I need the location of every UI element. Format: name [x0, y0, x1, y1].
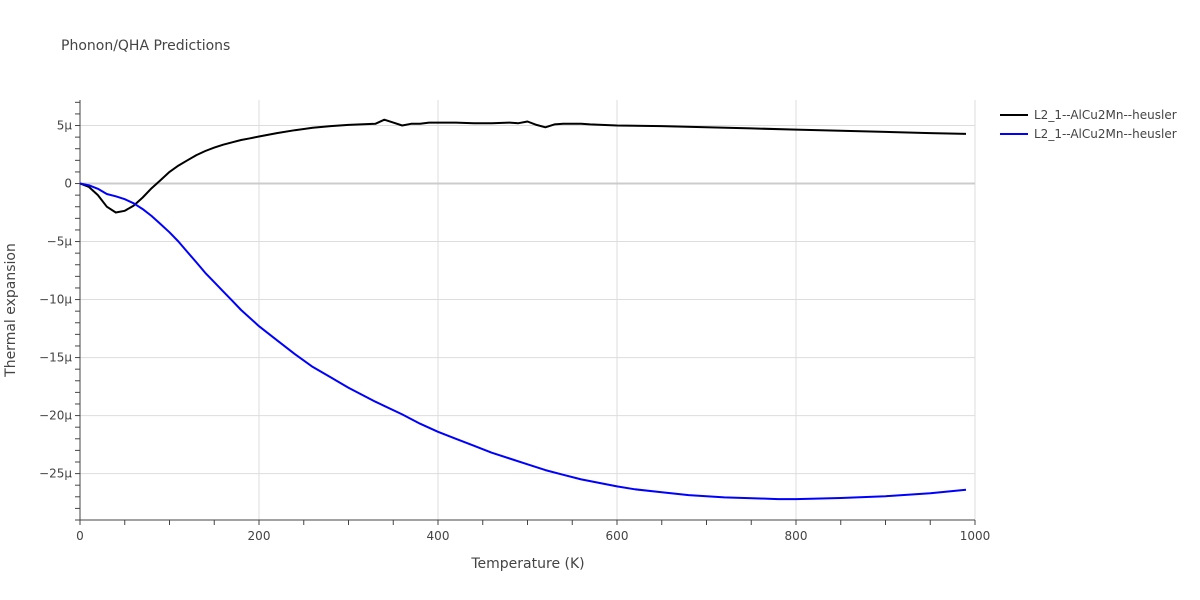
- legend-item-1[interactable]: L2_1--AlCu2Mn--heusler: [1000, 108, 1177, 122]
- x-tick-label: 400: [427, 529, 450, 543]
- y-axis-title: Thermal expansion: [3, 243, 19, 378]
- y-tick-label: 5μ: [57, 119, 73, 133]
- series-line-1: [79, 118, 967, 214]
- y-tick-label: −10μ: [39, 293, 72, 307]
- x-tick-label: 800: [785, 529, 808, 543]
- y-tick-label: −15μ: [39, 351, 72, 365]
- x-tick-label: 200: [248, 529, 271, 543]
- y-tick-label: 0: [64, 177, 72, 191]
- legend-item-2[interactable]: L2_1--AlCu2Mn--heusler: [1000, 127, 1177, 141]
- y-tick-label: −25μ: [39, 467, 72, 481]
- x-tick-label: 0: [76, 529, 84, 543]
- legend-label: L2_1--AlCu2Mn--heusler: [1034, 127, 1177, 141]
- minor-ticks: [75, 101, 976, 525]
- grid-lines: [79, 100, 976, 521]
- x-tick-label: 1000: [960, 529, 991, 543]
- x-tick-labels: 0 200 400 600 800 1000: [76, 529, 990, 543]
- series-lines: [79, 118, 967, 501]
- y-tick-label: −5μ: [47, 235, 73, 249]
- x-tick-label: 600: [606, 529, 629, 543]
- legend-label: L2_1--AlCu2Mn--heusler: [1034, 108, 1177, 122]
- series-line-2: [79, 182, 967, 501]
- legend[interactable]: L2_1--AlCu2Mn--heusler L2_1--AlCu2Mn--heu…: [1000, 108, 1177, 141]
- chart-title: Phonon/QHA Predictions: [61, 38, 230, 54]
- y-tick-labels: 5μ 0 −5μ −10μ −15μ −20μ −25μ: [39, 119, 72, 481]
- y-tick-label: −20μ: [39, 409, 72, 423]
- x-axis-title: Temperature (K): [470, 556, 584, 572]
